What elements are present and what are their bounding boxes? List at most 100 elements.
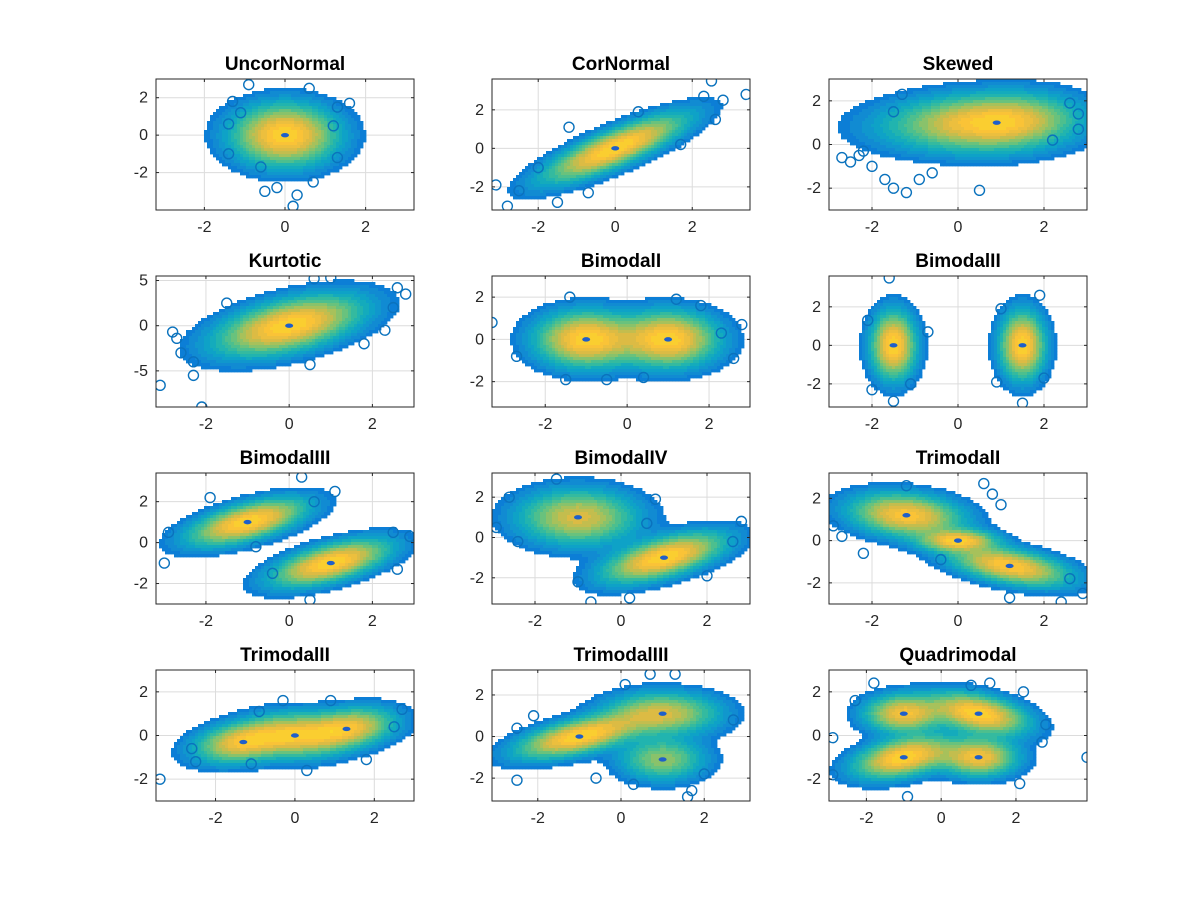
- x-tick-label: -2: [208, 810, 222, 827]
- scatter-point: [404, 530, 414, 543]
- scatter-point: [669, 670, 681, 680]
- scatter-point: [619, 678, 631, 691]
- x-tick-label: 0: [954, 416, 963, 433]
- y-tick-label: 2: [812, 684, 821, 701]
- scatter-point: [303, 82, 315, 95]
- scatter-point: [995, 303, 1007, 315]
- scatter-point: [204, 491, 216, 504]
- scatter-point: [189, 756, 202, 768]
- y-tick-label: 2: [139, 684, 148, 701]
- subplot-title: Quadrimodal: [899, 645, 1016, 666]
- density-peak-marker: [239, 739, 248, 745]
- scatter-point: [295, 473, 308, 483]
- scatter-point: [166, 326, 179, 338]
- scatter-point: [883, 276, 895, 284]
- scatter-points: [492, 291, 748, 386]
- y-tick-label: -2: [470, 179, 484, 196]
- subplot-uncornormal: -2 0 2 -2 0 2 UncorNormal: [134, 54, 415, 236]
- scatter-point: [564, 291, 576, 303]
- y-tick-label: 2: [475, 687, 484, 704]
- y-tick-label: -2: [134, 165, 148, 182]
- y-tick-label: -2: [134, 576, 148, 593]
- scatter-point: [644, 670, 656, 680]
- scatter-point: [887, 182, 900, 194]
- scatter-point: [162, 526, 175, 539]
- x-tick-label: 2: [368, 416, 377, 433]
- y-tick-label: 0: [812, 337, 821, 354]
- scatter-point: [695, 299, 707, 312]
- scatter-point: [670, 293, 682, 305]
- y-tick-label: 5: [139, 273, 148, 290]
- scatter-point: [156, 379, 166, 392]
- scatter-point: [259, 185, 271, 197]
- scatter-point: [637, 371, 650, 384]
- density-peak-marker: [899, 755, 908, 760]
- density-contours: [838, 79, 1087, 167]
- scatter-point: [492, 521, 502, 534]
- scatter-point: [1013, 777, 1026, 790]
- scatter-point: [585, 596, 597, 604]
- subplot-title: BimodalIII: [240, 448, 331, 469]
- scatter-point: [513, 185, 525, 197]
- scatter-point: [222, 118, 235, 130]
- scatter-point: [715, 327, 728, 339]
- density-peak-marker: [326, 560, 335, 566]
- scatter-point: [250, 540, 262, 553]
- scatter-point: [991, 376, 1003, 388]
- scatter-point: [308, 495, 320, 508]
- scatter-point: [399, 288, 412, 300]
- scatter-point: [324, 694, 337, 707]
- scatter-point: [287, 200, 299, 210]
- scatter-point: [896, 88, 908, 100]
- density-peak-marker: [611, 146, 620, 151]
- scatter-point: [243, 79, 255, 91]
- scatter-point: [900, 479, 913, 492]
- y-tick-label: -2: [470, 570, 484, 587]
- subplot-title: BimodalI: [581, 251, 661, 272]
- x-tick-label: 2: [370, 810, 379, 827]
- density-peak-marker: [1005, 563, 1014, 569]
- x-tick-label: -2: [538, 416, 552, 433]
- scatter-point: [187, 356, 200, 368]
- scatter-point: [632, 106, 645, 118]
- scatter-point: [532, 161, 544, 174]
- density-contours: [829, 682, 1055, 791]
- subplot-title: BimodalIV: [575, 448, 668, 469]
- scatter-point: [590, 772, 602, 784]
- scatter-point: [674, 138, 687, 151]
- density-contours: [204, 88, 367, 182]
- scatter-point: [512, 535, 524, 548]
- x-tick-label: 0: [281, 219, 290, 236]
- scatter-point: [973, 184, 986, 197]
- scatter-point: [550, 473, 563, 485]
- y-tick-label: 2: [475, 289, 484, 306]
- scatter-point: [849, 694, 861, 707]
- x-tick-label: 0: [623, 416, 632, 433]
- x-tick-label: 2: [688, 219, 697, 236]
- density-peak-marker: [243, 519, 252, 525]
- scatter-point: [1072, 123, 1085, 135]
- scatter-point: [331, 101, 344, 113]
- scatter-point: [935, 553, 947, 566]
- subplot-title: TrimodalIII: [573, 645, 668, 666]
- scatter-point: [727, 535, 739, 548]
- scatter-points: [836, 88, 1085, 199]
- scatter-point: [301, 764, 313, 777]
- scatter-point: [501, 200, 514, 210]
- x-tick-label: 0: [290, 810, 299, 827]
- scatter-point: [868, 677, 880, 689]
- y-tick-label: 0: [812, 728, 821, 745]
- scatter-point: [965, 679, 977, 691]
- scatter-point: [234, 106, 247, 119]
- x-tick-label: 0: [954, 219, 963, 236]
- x-tick-label: 2: [700, 810, 709, 827]
- scatter-point: [387, 301, 399, 314]
- scatter-point: [156, 773, 166, 785]
- scatter-point: [600, 373, 613, 386]
- scatter-point: [1077, 587, 1087, 600]
- y-tick-label: 2: [812, 490, 821, 507]
- x-tick-label: -2: [531, 219, 545, 236]
- x-tick-label: -2: [199, 416, 213, 433]
- scatter-point: [325, 276, 337, 284]
